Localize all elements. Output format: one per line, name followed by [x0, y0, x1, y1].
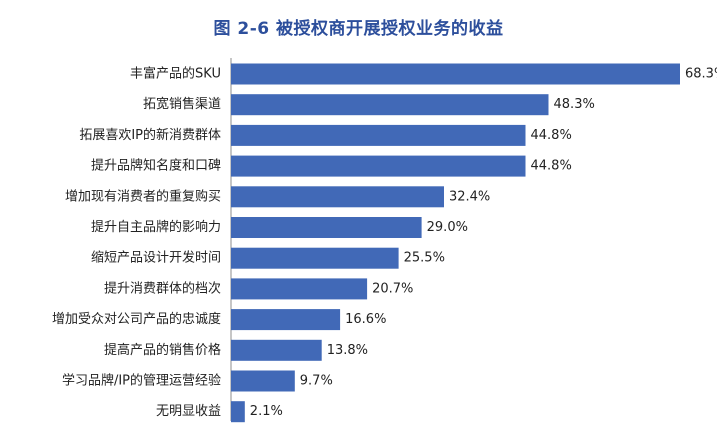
bar: [231, 278, 368, 300]
category-label: 增加受众对公司产品的忠诚度: [52, 311, 221, 327]
category-label: 提升品牌知名度和口碑: [91, 158, 221, 174]
bar: [231, 309, 341, 331]
chart-marks: 丰富产品的SKU 68.3% 拓宽销售渠道 48.3% 拓展喜欢IP的新消费群体 44.8…: [52, 58, 717, 423]
value-label: 20.7%: [372, 281, 413, 296]
bar: [231, 63, 680, 85]
category-label: 提升自主品牌的影响力: [91, 219, 221, 235]
chart-title: 图 2-6 被授权商开展授权业务的收益: [213, 19, 504, 39]
bar: [231, 370, 295, 392]
value-label: 68.3%: [685, 67, 717, 82]
value-label: 13.8%: [327, 343, 368, 358]
category-label: 无明显收益: [156, 404, 221, 419]
category-label: 增加现有消费者的重复购买: [65, 188, 221, 204]
category-label: 拓展喜欢IP的新消费群体: [79, 127, 221, 143]
value-label: 16.6%: [345, 312, 386, 327]
bar: [231, 247, 399, 269]
value-label: 44.8%: [531, 159, 572, 174]
bar: [231, 124, 526, 146]
bar: [231, 94, 549, 116]
bar: [231, 155, 526, 177]
value-label: 48.3%: [554, 97, 595, 112]
value-label: 9.7%: [300, 374, 333, 389]
value-label: 29.0%: [427, 220, 468, 235]
bar: [231, 339, 322, 361]
bar: [231, 186, 444, 208]
category-label: 拓宽销售渠道: [143, 96, 221, 112]
category-label: 缩短产品设计开发时间: [91, 250, 221, 266]
category-label: 提升消费群体的档次: [104, 280, 221, 296]
value-label: 44.8%: [531, 128, 572, 143]
category-label: 提高产品的销售价格: [104, 342, 221, 358]
value-label: 32.4%: [449, 189, 490, 204]
bar: [231, 217, 422, 238]
category-label: 丰富产品的SKU: [130, 66, 221, 82]
category-label: 学习品牌/IP的管理运营经验: [62, 373, 221, 389]
value-label: 25.5%: [404, 251, 445, 266]
value-label: 2.1%: [250, 404, 283, 419]
bar: [231, 401, 245, 423]
